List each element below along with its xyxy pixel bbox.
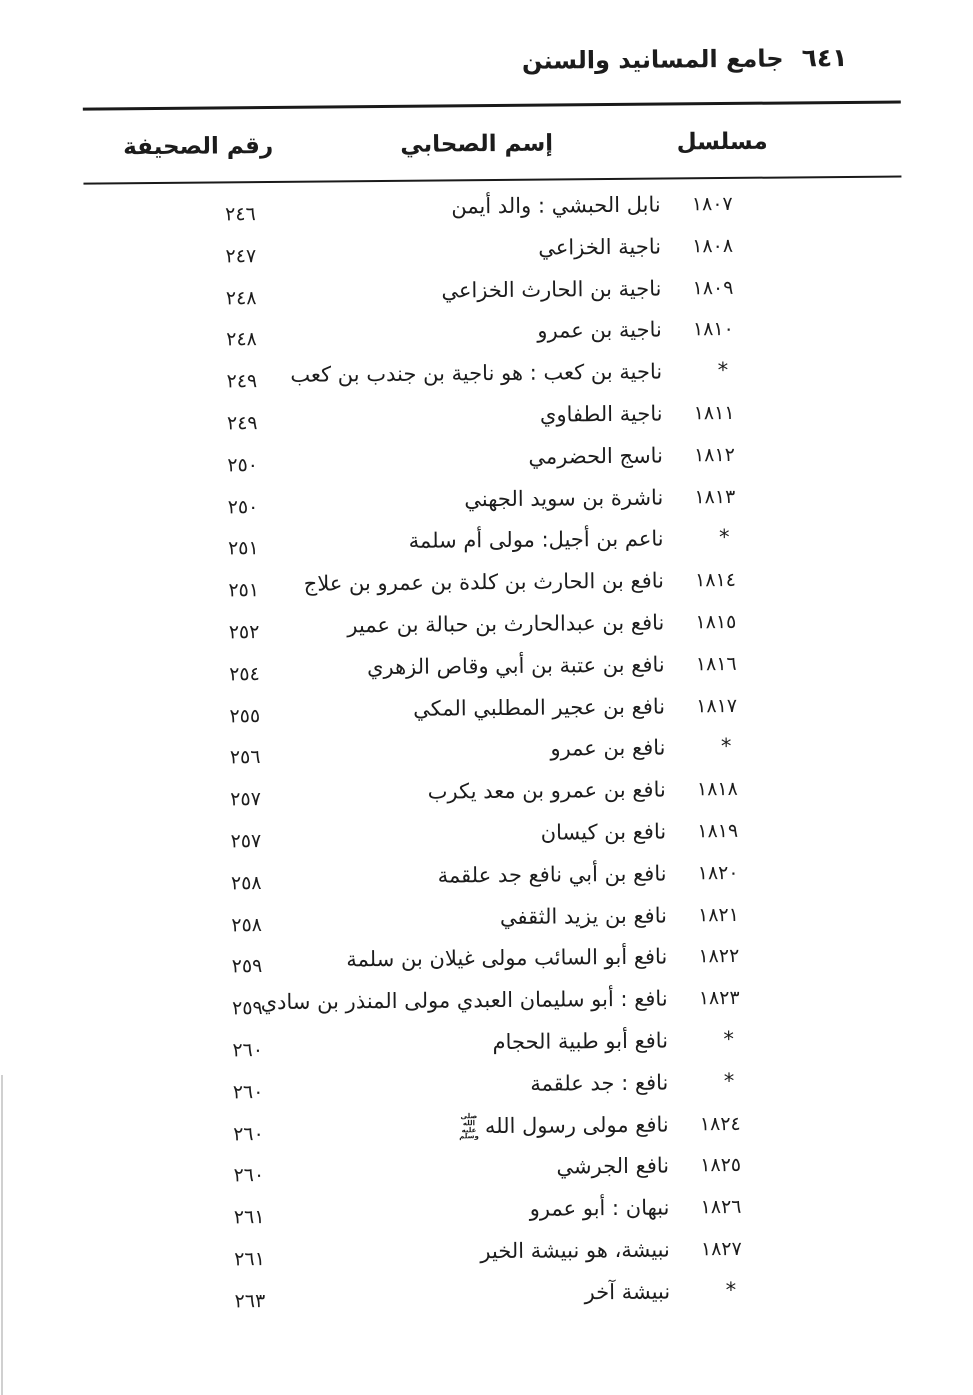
row-page: ٢٦١ bbox=[234, 1247, 265, 1271]
row-name: نافع مولى رسول اللهصلى الله عليه وسلم bbox=[459, 1112, 669, 1141]
row-serial: ١٨٠٩ bbox=[692, 276, 734, 299]
row-serial: ١٨١٧ bbox=[696, 694, 738, 717]
row-serial: ١٨١٤ bbox=[695, 569, 737, 592]
row-page: ٢٥٨ bbox=[231, 913, 263, 936]
row-page: ٢٥١ bbox=[228, 579, 260, 602]
row-page: ٢٥٠ bbox=[227, 453, 259, 477]
row-page: ٢٤٩ bbox=[226, 412, 258, 435]
row-name: نافع بن كيسان bbox=[540, 819, 667, 845]
row-page: ٢٤٨ bbox=[226, 328, 257, 351]
row-name: نابل الحبشي : والد أيمن bbox=[451, 192, 661, 219]
page-header: ٦٤١ جامع المسانيد والسنن bbox=[522, 43, 848, 75]
table-column-headers: مسلسل إسم الصحابي رقم الصحيفة bbox=[0, 127, 968, 175]
row-serial: ١٨١٥ bbox=[695, 610, 737, 634]
row-page: ٢٥٥ bbox=[229, 704, 261, 727]
row-name: نافع بن عمرو bbox=[550, 735, 666, 761]
row-page: ٢٥٧ bbox=[230, 788, 261, 811]
row-page: ٢٥٢ bbox=[228, 621, 260, 644]
row-name: نافع بن عبدالحارث بن حبالة بن عمير bbox=[347, 610, 665, 638]
row-name: ناجية بن الحارث الخزاعي bbox=[441, 276, 662, 303]
column-header-serial: مسلسل bbox=[676, 128, 768, 156]
row-page: ٢٤٦ bbox=[225, 203, 256, 226]
row-name: نافع بن عمرو بن معد يكرب bbox=[427, 777, 666, 804]
row-name: نبيشة آخر bbox=[584, 1279, 671, 1305]
row-name: نافع بن الحارث بن كلدة بن عمرو بن علاج bbox=[303, 568, 665, 596]
row-page: ٢٦٠ bbox=[233, 1164, 265, 1187]
row-page: ٢٤٩ bbox=[226, 370, 258, 393]
row-page: ٢٥٩ bbox=[231, 997, 263, 1020]
row-page: ٢٥٨ bbox=[230, 871, 262, 895]
row-serial: * bbox=[720, 734, 734, 759]
row-page: ٢٥٠ bbox=[227, 495, 259, 518]
row-page: ٢٦٣ bbox=[234, 1289, 266, 1313]
column-header-companion-name: إسم الصحابي bbox=[400, 130, 554, 158]
row-page: ٢٥٦ bbox=[229, 746, 261, 769]
row-serial: ١٨١٦ bbox=[695, 652, 737, 676]
scan-edge-artifact bbox=[1, 1075, 3, 1395]
row-name: ناجية الخزاعي bbox=[538, 234, 662, 260]
column-header-page-number: رقم الصحيفة bbox=[123, 132, 274, 161]
index-table: ١٨٠٧ نابل الحبشي : والد أيمن ٢٤٦ ١٨٠٨ نا… bbox=[0, 189, 973, 1326]
row-serial: ١٨١١ bbox=[693, 401, 735, 425]
row-page: ٢٥٤ bbox=[229, 662, 260, 686]
row-serial: ١٨١٣ bbox=[694, 485, 736, 508]
row-page: ٢٥٧ bbox=[230, 830, 262, 853]
row-page: ٢٦٠ bbox=[233, 1122, 264, 1145]
row-name: ناسج الحضرمي bbox=[528, 443, 663, 469]
row-serial: * bbox=[718, 525, 732, 550]
row-serial: ١٨١٨ bbox=[696, 778, 738, 801]
row-name: نبيشة، هو نبيشة الخير bbox=[480, 1237, 670, 1264]
header-rule-top bbox=[82, 100, 901, 111]
row-name: ناجية الطفاوي bbox=[539, 401, 663, 427]
row-serial: ١٨١٢ bbox=[693, 443, 735, 467]
row-serial: ١٨١٩ bbox=[697, 819, 739, 843]
row-page: ٢٦٠ bbox=[232, 1039, 264, 1062]
row-name: نافع بن أبي نافع جد علقمة bbox=[437, 861, 667, 888]
row-name: نافع : أبو سليمان العبدي مولى المنذر بن … bbox=[260, 986, 668, 1015]
row-serial: ١٨١٠ bbox=[692, 318, 734, 341]
table-row: * نبيشة آخر ٢٦٣ bbox=[5, 1276, 973, 1326]
row-page: ٢٦٠ bbox=[232, 1080, 264, 1104]
row-serial: ١٨٠٧ bbox=[691, 192, 733, 216]
row-name: نافع أبو طبية الحجام bbox=[492, 1028, 669, 1055]
row-name: نافع أبو السائب مولى غيلان بن سلمة bbox=[346, 944, 668, 972]
row-name: ناشرة بن سويد الجهني bbox=[464, 485, 664, 511]
row-name: نافع الجرشي bbox=[556, 1153, 670, 1179]
row-serial: ١٨٠٨ bbox=[692, 234, 734, 258]
row-serial: ١٨٢٧ bbox=[700, 1237, 742, 1261]
row-serial: * bbox=[723, 1026, 737, 1051]
row-serial: ١٨٢٤ bbox=[699, 1112, 741, 1135]
row-name: نافع : جد علقمة bbox=[530, 1070, 669, 1096]
row-page: ٢٥٩ bbox=[231, 955, 263, 978]
sallallahu-calligraphy-mark: صلى الله عليه وسلم bbox=[459, 1112, 479, 1141]
row-serial: * bbox=[717, 358, 731, 383]
row-page: ٢٥١ bbox=[227, 537, 259, 560]
row-name: نبهان : أبو عمرو bbox=[529, 1195, 670, 1221]
header-rule-bottom bbox=[83, 175, 902, 185]
folio-number: ٦٤١ bbox=[801, 42, 848, 73]
row-page: ٢٤٨ bbox=[225, 286, 257, 309]
row-name: نافع بن عجير المطلبي المكي bbox=[413, 694, 666, 721]
row-name: ناعم بن أجيل: مولى أم سلمة bbox=[408, 526, 664, 554]
row-serial: * bbox=[725, 1277, 739, 1302]
row-serial: ١٨٢٦ bbox=[700, 1196, 742, 1219]
row-serial: ١٨٢٢ bbox=[698, 945, 740, 968]
row-serial: ١٨٢٥ bbox=[700, 1154, 742, 1177]
row-serial: ١٨٢١ bbox=[697, 903, 739, 926]
row-name: ناجية بن كعب : هو ناجية بن جندب بن كعب bbox=[290, 359, 663, 388]
book-title: جامع المسانيد والسنن bbox=[521, 44, 784, 75]
row-serial: * bbox=[723, 1068, 737, 1093]
row-page: ٢٦١ bbox=[233, 1206, 265, 1229]
row-name: نافع بن يزيد الثقفي bbox=[499, 903, 667, 929]
row-name: ناجية بن عمرو bbox=[537, 317, 662, 344]
row-name: نافع بن عتبة بن أبي وقاص الزهري bbox=[366, 652, 665, 679]
row-serial: ١٨٢٠ bbox=[697, 861, 739, 885]
row-page: ٢٤٧ bbox=[225, 244, 257, 268]
row-serial: ١٨٢٣ bbox=[698, 987, 740, 1010]
